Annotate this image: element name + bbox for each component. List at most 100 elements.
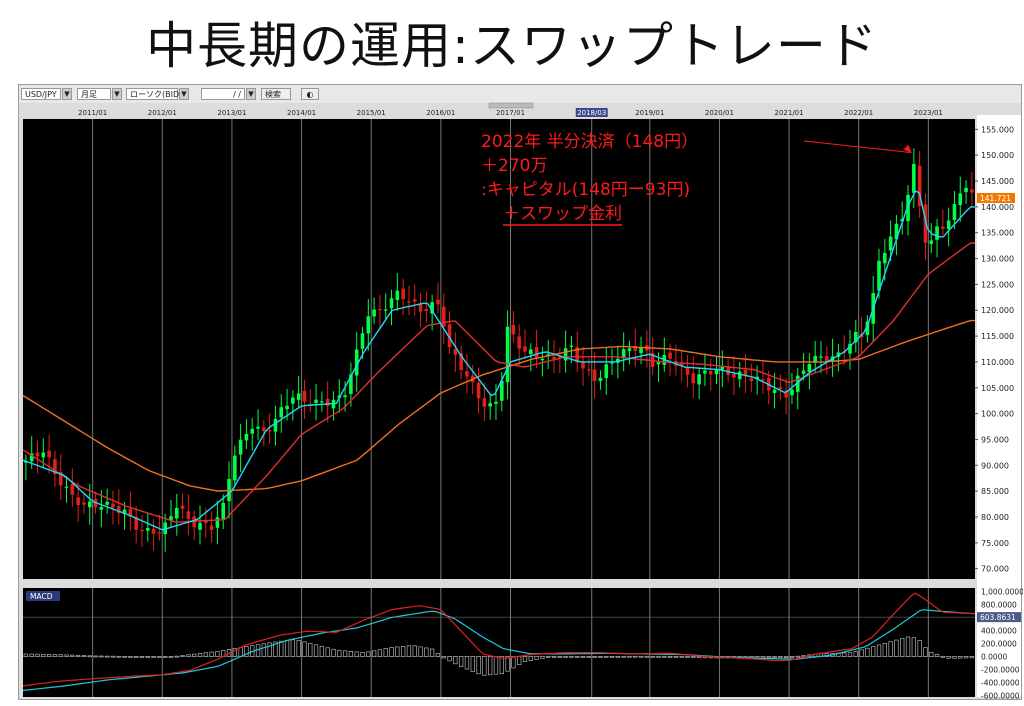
chart-type-dropdown-icon[interactable]: ▼ xyxy=(179,88,189,100)
ma-fast-line xyxy=(22,189,975,531)
macd-histogram-bar xyxy=(511,656,516,669)
macd-y-tick-label: -200.0000 xyxy=(981,666,1020,675)
macd-histogram-bar xyxy=(308,642,313,657)
macd-histogram-bar xyxy=(145,656,150,658)
y-tick-label: 155.000 xyxy=(981,125,1014,134)
slide-title: 中長期の運用:スワップトレード xyxy=(146,17,878,75)
timeframe-select[interactable]: 月足 xyxy=(77,88,111,100)
macd-histogram-bar xyxy=(151,656,156,658)
candle-up xyxy=(813,355,817,363)
x-tick-label: 2012/01 xyxy=(148,109,177,117)
candle-up xyxy=(604,364,609,379)
macd-histogram-bar xyxy=(847,652,853,657)
macd-histogram-bar xyxy=(348,651,354,657)
macd-histogram-bar xyxy=(517,656,522,666)
ma-mid-line xyxy=(22,242,975,523)
macd-histogram-bar xyxy=(52,654,58,657)
candle-down xyxy=(558,356,562,359)
macd-histogram-bar xyxy=(609,656,615,658)
candle-up xyxy=(145,527,150,531)
macd-histogram-bar xyxy=(923,647,928,657)
candle-up xyxy=(848,343,852,354)
candle-up xyxy=(540,358,545,361)
candle-down xyxy=(186,511,191,520)
annotation-line-2: ＋270万 xyxy=(481,156,547,176)
macd-histogram-bar xyxy=(627,655,632,658)
candle-up xyxy=(569,345,574,347)
macd-histogram-bar xyxy=(232,648,237,657)
macd-histogram-bar xyxy=(337,649,342,657)
macd-histogram-bar xyxy=(319,645,325,657)
candle-down xyxy=(691,373,696,384)
macd-histogram-bar xyxy=(105,655,110,658)
candle-up xyxy=(238,439,243,455)
candle-down xyxy=(679,363,684,366)
macd-y-tick-label: 1,000.0000 xyxy=(981,587,1023,596)
candle-down xyxy=(511,324,516,335)
candle-up xyxy=(888,236,893,251)
candle-up xyxy=(906,194,910,222)
macd-histogram-bar xyxy=(279,640,284,657)
y-tick-label: 145.000 xyxy=(981,177,1014,186)
y-tick-label: 90.000 xyxy=(981,461,1009,470)
candle-up xyxy=(64,486,69,488)
candle-up xyxy=(372,309,376,317)
macd-histogram-bar xyxy=(331,648,336,657)
candle-down xyxy=(47,450,51,458)
candle-up xyxy=(343,395,347,398)
macd-histogram-bar xyxy=(389,647,394,657)
macd-histogram-bar xyxy=(99,655,104,658)
candle-up xyxy=(958,193,963,206)
candle-down xyxy=(743,369,748,377)
search-button[interactable]: 検索 xyxy=(261,88,291,100)
date-input[interactable]: / / xyxy=(201,88,245,100)
candle-up xyxy=(366,316,371,334)
candle-up xyxy=(952,204,957,221)
candle-down xyxy=(262,427,266,432)
date-dropdown-icon[interactable]: ▼ xyxy=(246,88,256,100)
symbol-dropdown-icon[interactable]: ▼ xyxy=(62,88,72,100)
candle-up xyxy=(964,187,968,193)
y-tick-label: 85.000 xyxy=(981,487,1009,496)
candle-up xyxy=(894,223,899,240)
candle-up xyxy=(273,418,278,432)
macd-badge xyxy=(977,612,1021,623)
candle-down xyxy=(941,226,945,229)
macd-histogram-bar xyxy=(447,656,452,662)
candle-down xyxy=(157,532,162,534)
timeframe-dropdown-icon[interactable]: ▼ xyxy=(112,88,122,100)
macd-histogram-bar xyxy=(35,653,40,657)
macd-histogram-bar xyxy=(429,648,435,657)
candle-up xyxy=(41,452,46,458)
macd-histogram-bar xyxy=(453,656,458,665)
candle-down xyxy=(824,356,829,362)
candle-down xyxy=(917,165,922,207)
macd-histogram-bar xyxy=(894,639,899,657)
macd-histogram-bar xyxy=(325,647,330,657)
macd-histogram-bar xyxy=(58,654,63,657)
macd-histogram-bar xyxy=(633,655,638,658)
macd-histogram-bar xyxy=(488,656,493,676)
symbol-select[interactable]: USD/JPY xyxy=(21,88,61,100)
candle-down xyxy=(151,528,156,534)
macd-histogram-bar xyxy=(441,656,446,659)
candle-down xyxy=(204,520,208,524)
macd-histogram-bar xyxy=(952,656,957,659)
candle-down xyxy=(407,301,411,303)
macd-histogram-bar xyxy=(93,655,98,658)
chart-type-select[interactable]: ローソク(BID) xyxy=(126,88,182,100)
macd-histogram-bar xyxy=(853,651,858,657)
macd-histogram-bar xyxy=(493,656,499,675)
x-tick-label: 2016/01 xyxy=(426,109,455,117)
candle-up xyxy=(383,309,388,311)
macd-histogram-bar xyxy=(859,649,864,657)
macd-histogram-bar xyxy=(963,656,969,659)
candle-down xyxy=(970,189,974,193)
macd-histogram-bar xyxy=(911,637,916,657)
macd-histogram-bar xyxy=(424,647,429,657)
toggle-icon[interactable]: ◐ xyxy=(301,88,319,100)
price-badge-label: 141.721 xyxy=(980,194,1011,203)
candle-up xyxy=(320,401,324,403)
macd-histogram-bar xyxy=(580,656,586,658)
macd-histogram-bar xyxy=(760,656,766,659)
